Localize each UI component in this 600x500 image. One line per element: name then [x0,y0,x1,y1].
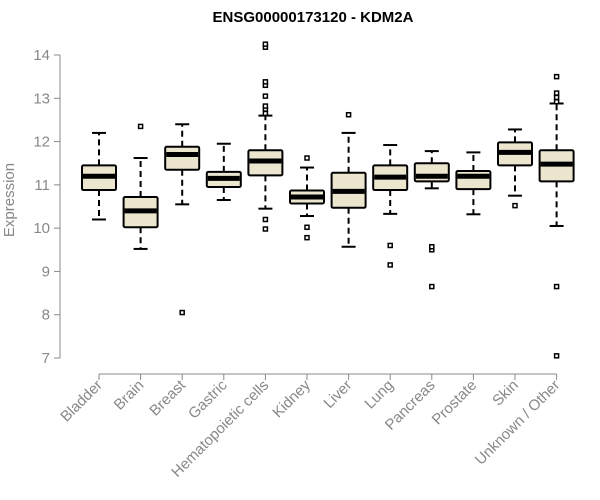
outlier-point [262,226,269,232]
outlier-point [262,41,269,47]
outlier-point [553,283,560,290]
outlier-point [553,73,560,80]
outlier-point [553,98,560,105]
box-group [372,144,409,268]
y-tick-label: 14 [33,47,50,64]
y-tick-label: 9 [42,263,50,280]
outlier-point [429,244,435,250]
outlier-point [262,79,269,85]
x-tick-label: Lung [361,377,397,413]
outlier-point [262,103,269,109]
x-tick-label: Bladder [57,377,106,426]
box-group [122,123,159,250]
x-tick-label: Kidney [269,376,314,421]
outlier-point [262,216,269,223]
box-group [538,73,575,359]
box-group [247,41,284,232]
box-group [455,151,492,216]
box-iqr [164,145,201,171]
outlier-point [387,242,393,249]
box-group [289,155,325,241]
chart-title: ENSG00000173120 - KDM2A [213,9,414,26]
outlier-point [429,283,435,290]
y-tick-label: 10 [33,220,50,237]
box-group [413,150,450,290]
box-group [330,111,367,248]
outlier-point [387,262,393,268]
outlier-point [262,93,269,99]
box-group [497,128,533,209]
y-tick-label: 12 [33,134,50,151]
outlier-point [179,309,185,316]
x-tick-label: Breast [146,376,189,419]
outlier-point [262,110,269,117]
outlier-point [304,155,310,161]
box-group [164,123,201,316]
outlier-point [304,224,310,231]
outlier-point [553,94,560,101]
y-tick-label: 13 [33,90,50,107]
x-tick-label: Skin [489,377,522,410]
outlier-point [553,90,560,96]
y-axis-label: Expression [1,163,18,237]
outlier-point [345,111,352,118]
x-tick-label: Brain [111,377,148,414]
box-group [205,142,242,202]
outlier-point [137,123,144,130]
outlier-point [304,234,310,241]
x-tick-label: Prostate [429,377,481,429]
outlier-point [553,353,560,359]
y-tick-label: 8 [42,307,50,324]
box-series [81,41,575,359]
outlier-point [512,202,518,209]
x-tick-label: Liver [320,377,355,412]
y-axis: 7 8 9 10 11 12 13 14 [33,47,61,367]
y-tick-label: 11 [34,177,50,194]
box-group [81,131,117,221]
y-tick-label: 7 [42,350,50,367]
